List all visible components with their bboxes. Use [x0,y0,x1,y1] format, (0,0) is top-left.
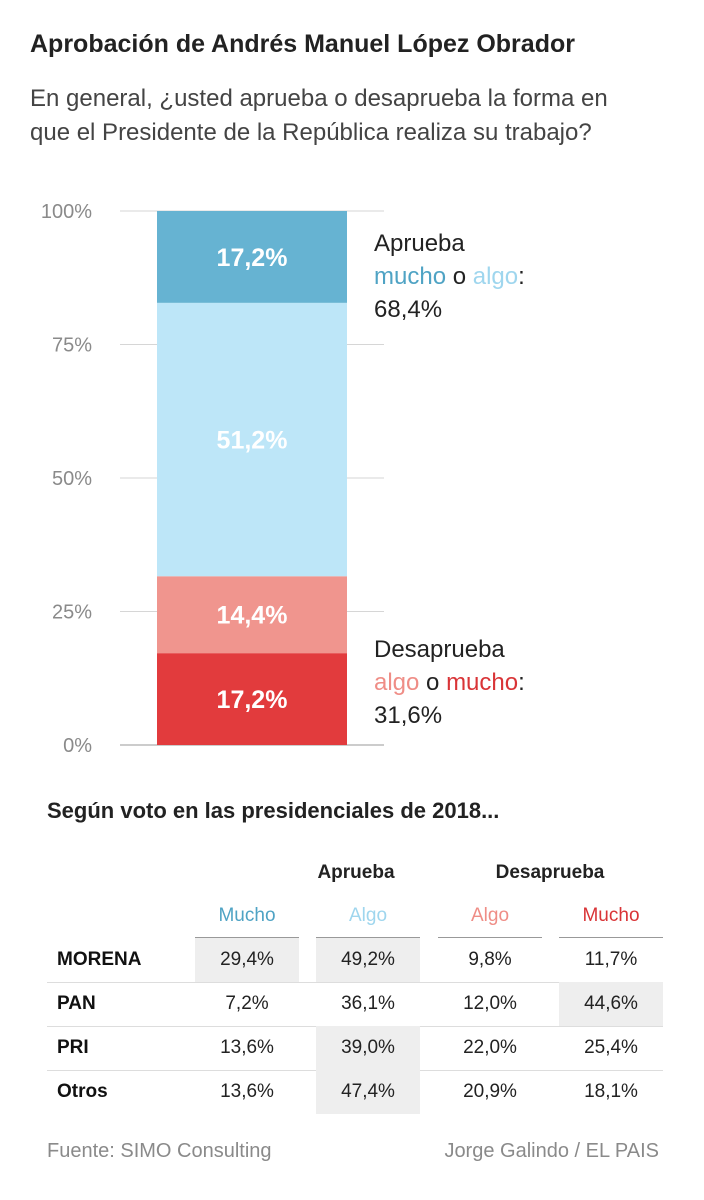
table-cell: 13,6% [220,1037,274,1058]
legend-disapprove-mucho: mucho [446,669,519,696]
bar-data-label: 14,4% [217,602,288,630]
y-tick-label: 75% [52,335,92,357]
table-row: Otros 13,6% 47,4% 20,9% 18,1% [47,1070,663,1114]
legend-approve-title: Aprueba [374,230,465,257]
stacked-bar-chart: 100% 75% 50% 25% 0% 17,2% 14,4% 51,2% 17,2% [41,201,384,757]
table-row: PAN 7,2% 36,1% 12,0% 44,6% [47,982,663,1027]
table-cell: 20,9% [463,1081,517,1102]
table-group-disapprove: Desaprueba [495,862,605,883]
row-label: Otros [57,1081,108,1102]
bar-segment [157,211,347,303]
row-label: PRI [57,1037,89,1058]
legend-disapprove-o: o [419,669,447,696]
table-cell: 18,1% [584,1081,638,1102]
table-cell: 47,4% [316,1070,420,1114]
bar-data-label: 17,2% [217,686,288,714]
legend-approve-algo: algo [472,263,519,290]
legend-disapprove-algo: algo [374,669,420,696]
chart-subtitle: En general, ¿usted aprueba o desaprueba … [30,85,608,146]
table-cell: 7,2% [225,993,269,1014]
y-tick-label: 25% [52,602,92,624]
y-tick-label: 50% [52,468,92,490]
source-note: Fuente: SIMO Consulting [47,1140,272,1162]
legend-approve-line2: mucho o algo: [374,260,525,293]
table-cell: 39,0% [316,1026,420,1070]
y-tick-label: 100% [41,201,92,223]
row-label: MORENA [57,949,142,970]
bar-data-label: 17,2% [217,244,288,272]
legend-approve-mucho: mucho [374,263,447,290]
subheader-approve-algo: Algo [348,905,388,926]
table-row: MORENA 29,4% 49,2% 9,8% 11,7% [47,938,663,983]
table-cell: 49,2% [316,938,420,982]
subheader-disapprove-algo: Algo [470,905,510,926]
bar-segment [157,653,347,745]
bar-segment [157,302,347,577]
legend-disapprove: Desaprueba algo o mucho: 31,6% [374,633,525,732]
credit-note: Jorge Galindo / EL PAIS [444,1140,659,1162]
bar-segment [157,576,347,654]
table-cell: 25,4% [584,1037,638,1058]
subheader-approve-mucho: Mucho [218,905,276,926]
table-cell: 44,6% [559,982,663,1026]
legend-disapprove-colon: : [518,669,525,696]
table-cell: 36,1% [341,993,395,1014]
chart-title: Aprobación de Andrés Manuel López Obrado… [30,30,575,58]
subheader-disapprove-mucho: Mucho [582,905,640,926]
bar-data-label: 51,2% [217,427,288,455]
legend-disapprove-total: 31,6% [374,702,443,729]
legend-approve-total: 68,4% [374,296,443,323]
subheader-divider [195,937,299,938]
legend-approve: Aprueba mucho o algo: 68,4% [374,227,525,326]
table-row: PRI 13,6% 39,0% 22,0% 25,4% [47,1026,663,1071]
subheader-divider [559,937,663,938]
subheader-divider [438,937,542,938]
legend-disapprove-title: Desaprueba [374,636,505,663]
legend-approve-colon: : [518,263,525,290]
table-group-approve: Aprueba [317,862,395,883]
legend-approve-o: o [446,263,473,290]
table-cell: 12,0% [463,993,517,1014]
row-label: PAN [57,993,96,1014]
table-cell: 29,4% [195,938,299,982]
y-tick-label: 0% [63,735,92,757]
table-title: Según voto en las presidenciales de 2018… [47,798,500,823]
legend-disapprove-line2: algo o mucho: [374,666,525,699]
table-cell: 22,0% [463,1037,517,1058]
table-cell: 11,7% [584,949,638,970]
subheader-divider [316,937,420,938]
table-cell: 9,8% [468,949,512,970]
table-cell: 13,6% [220,1081,274,1102]
